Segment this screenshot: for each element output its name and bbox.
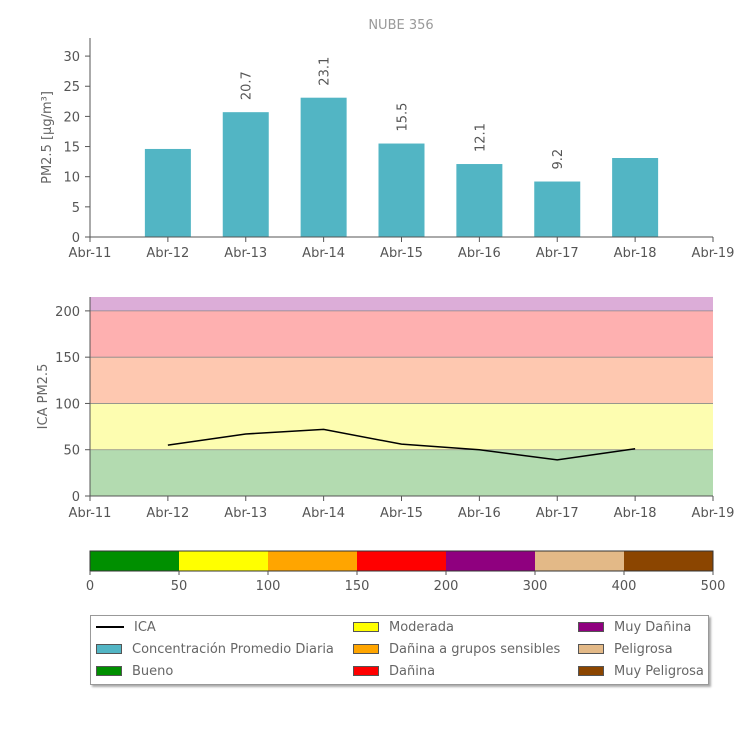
legend-color-swatch: [96, 666, 122, 676]
legend-color-swatch: [353, 622, 379, 632]
chart-legend: ICA Concentración Promedio Diaria Bueno Mod…: [90, 615, 709, 685]
y-tick-label: 100: [55, 397, 80, 412]
pm25-bar-chart: NUBE 356 20.7 23.1 15.5 12.1 9.2 0 5 10 15 20 25 30 A…: [40, 18, 735, 261]
ica-line-chart: 0 50 100 150 200 Abr-11 Abr-12 Abr-13 Abr-14 Abr-…: [36, 297, 735, 521]
x-tick-label: Abr-13: [224, 246, 267, 261]
x-tick-label: Abr-15: [380, 246, 423, 261]
legend-color-swatch: [578, 622, 604, 632]
x-tick-label: Abr-12: [146, 506, 189, 521]
x-tick-label: Abr-11: [69, 506, 112, 521]
ica-colorbar: 0 50 100 150 200 300 400 500: [86, 550, 726, 594]
x-tick-label: Abr-14: [302, 246, 345, 261]
x-tick-label: Abr-17: [536, 506, 579, 521]
colorbar-tick-label: 200: [434, 579, 459, 594]
bar-data-label: 15.5: [396, 103, 411, 132]
x-tick-label: Abr-11: [69, 246, 112, 261]
legend-item: Muy Dañina: [578, 618, 691, 636]
y-tick-label: 200: [55, 305, 80, 320]
legend-label: Muy Dañina: [614, 619, 692, 635]
colorbar-tick-label: 400: [612, 579, 637, 594]
colorbar-segment: [535, 551, 624, 571]
y-tick-label: 5: [72, 201, 80, 216]
bar-data-label: 23.1: [318, 57, 333, 86]
y-tick-label: 0: [72, 231, 80, 246]
aqi-band: [90, 449, 713, 496]
legend-line-swatch: [96, 626, 124, 628]
x-tick-label: Abr-15: [380, 506, 423, 521]
ica-line: [167, 428, 636, 461]
aqi-band: [90, 357, 713, 404]
colorbar-tick-label: 300: [523, 579, 548, 594]
colorbar-segment: [90, 551, 179, 571]
legend-item: Dañina a grupos sensibles: [353, 640, 560, 658]
x-tick-label: Abr-12: [146, 246, 189, 261]
bar: [534, 181, 581, 237]
legend-color-swatch: [353, 644, 379, 654]
bar: [300, 97, 347, 237]
legend-label: Moderada: [389, 619, 454, 635]
y-tick-label: 20: [63, 110, 80, 125]
legend-label: Muy Peligrosa: [614, 663, 704, 679]
colorbar-segment: [446, 551, 535, 571]
y-axis-label: ICA PM2.5: [36, 364, 51, 430]
colorbar-tick-label: 50: [171, 579, 188, 594]
bar: [612, 158, 659, 237]
x-tick-label: Abr-17: [536, 246, 579, 261]
x-tick-label: Abr-18: [614, 246, 657, 261]
colorbar-frame: [89, 550, 714, 572]
bar: [378, 143, 425, 237]
x-tick-label: Abr-13: [224, 506, 267, 521]
aqi-band: [90, 310, 713, 358]
bar-data-label: 20.7: [240, 71, 255, 100]
legend-color-swatch: [578, 644, 604, 654]
y-tick-label: 50: [63, 444, 80, 459]
bar: [456, 164, 503, 237]
bar: [222, 112, 269, 237]
y-tick-label: 10: [63, 171, 80, 186]
x-tick-label: Abr-14: [302, 506, 345, 521]
legend-color-swatch: [96, 644, 122, 654]
x-tick-label: Abr-18: [614, 506, 657, 521]
chart-title: NUBE 356: [368, 18, 433, 33]
x-tick-label: Abr-16: [458, 246, 501, 261]
y-tick-label: 30: [63, 50, 80, 65]
aqi-band: [90, 297, 713, 311]
colorbar-tick-label: 150: [345, 579, 370, 594]
colorbar-segment: [268, 551, 357, 571]
y-tick-label: 25: [63, 80, 80, 95]
legend-item: Bueno: [96, 662, 173, 680]
legend-color-swatch: [353, 666, 379, 676]
y-axis-label: PM2.5 [μg/m³]: [40, 91, 55, 184]
colorbar-segment: [624, 551, 713, 571]
colorbar-segment: [179, 551, 268, 571]
colorbar-segment: [357, 551, 446, 571]
x-tick-label: Abr-19: [692, 246, 735, 261]
x-tick-label: Abr-16: [458, 506, 501, 521]
colorbar-tick-label: 500: [701, 579, 726, 594]
colorbar-tick-label: 0: [86, 579, 94, 594]
legend-item: ICA: [96, 618, 156, 636]
legend-color-swatch: [578, 666, 604, 676]
legend-label: Bueno: [132, 663, 174, 679]
legend-label: ICA: [134, 619, 156, 635]
legend-item: Moderada: [353, 618, 454, 636]
bar: [144, 148, 191, 237]
legend-item: Peligrosa: [578, 640, 673, 658]
legend-label: Concentración Promedio Diaria: [132, 641, 334, 657]
legend-label: Dañina: [389, 663, 436, 679]
legend-label: Dañina a grupos sensibles: [389, 641, 561, 657]
colorbar-tick-label: 100: [256, 579, 281, 594]
bar-data-label: 12.1: [473, 123, 488, 152]
y-tick-label: 15: [63, 141, 80, 156]
y-tick-label: 0: [72, 490, 80, 505]
legend-item: Dañina: [353, 662, 435, 680]
y-tick-label: 150: [55, 351, 80, 366]
bar-data-label: 9.2: [551, 149, 566, 170]
legend-label: Peligrosa: [614, 641, 673, 657]
legend-item: Concentración Promedio Diaria: [96, 640, 334, 658]
legend-item: Muy Peligrosa: [578, 662, 704, 680]
x-tick-label: Abr-19: [692, 506, 735, 521]
